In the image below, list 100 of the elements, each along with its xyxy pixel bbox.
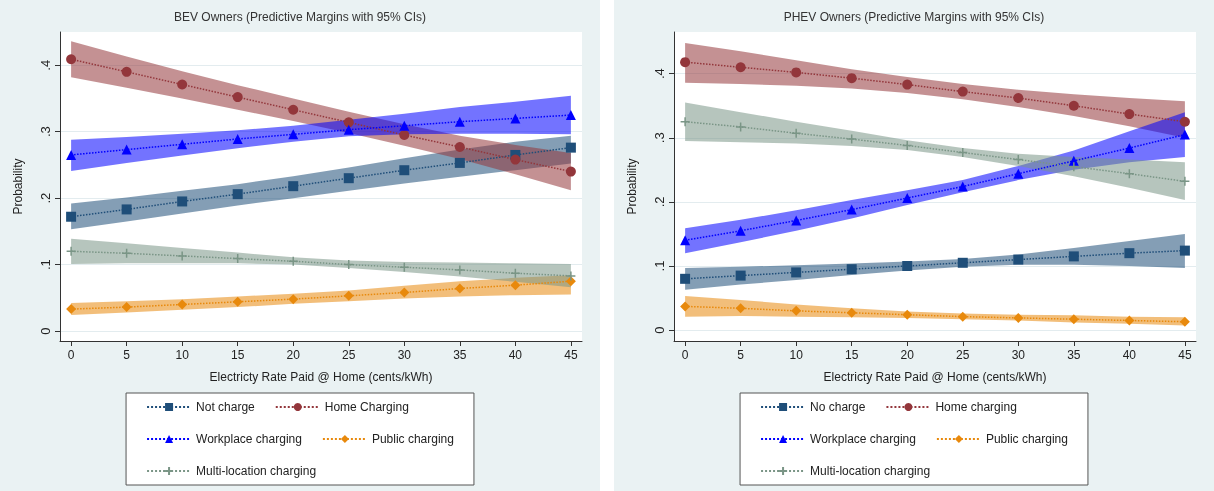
point <box>288 104 299 115</box>
point <box>901 140 913 151</box>
legend-label: Public charging <box>371 432 454 446</box>
legend-label: Multi-location charging <box>196 464 317 478</box>
x-tick-label: 15 <box>845 348 859 362</box>
point <box>232 189 243 200</box>
point <box>1068 100 1079 111</box>
legend-label: Public charging <box>985 432 1068 446</box>
legend-label: Multi-location charging <box>810 464 931 478</box>
point <box>565 142 576 153</box>
y-axis-title: Probability <box>625 158 639 215</box>
point <box>1179 116 1190 127</box>
x-tick-label: 45 <box>564 348 578 362</box>
point <box>399 261 410 273</box>
y-tick-label: .4 <box>652 68 667 80</box>
chart-title: BEV Owners (Predictive Margins with 95% CIs) <box>173 10 427 24</box>
y-tick-label: .1 <box>38 259 53 270</box>
x-tick-label: 25 <box>956 348 970 362</box>
point <box>846 204 857 215</box>
point <box>177 139 188 150</box>
point <box>510 113 521 124</box>
point <box>957 147 969 158</box>
legend-label: Home charging <box>935 400 1017 414</box>
point <box>454 264 466 276</box>
point <box>791 215 802 226</box>
point <box>565 270 577 282</box>
y-tick-label: .4 <box>38 59 53 71</box>
point <box>735 303 746 314</box>
point <box>846 73 857 84</box>
point <box>121 204 132 215</box>
chart-title: PHEV Owners (Predictive Margins with 95% CIs) <box>783 10 1045 24</box>
legend-label: Workplace charging <box>196 432 302 446</box>
point <box>121 144 132 155</box>
point <box>1179 176 1191 187</box>
point <box>1179 245 1190 256</box>
point <box>791 67 802 78</box>
point <box>735 62 746 73</box>
y-tick-label: .1 <box>652 260 667 272</box>
point <box>1068 314 1079 325</box>
legend-label: Home Charging <box>324 400 409 414</box>
legend-label: Workplace charging <box>810 432 916 446</box>
x-tick-label: 35 <box>1067 348 1081 362</box>
x-tick-label: 40 <box>1122 348 1137 362</box>
y-axis-title: Probability <box>11 158 25 215</box>
point <box>288 294 299 305</box>
x-axis-title: Electricty Rate Paid @ Home (cents/kWh) <box>823 370 1047 384</box>
legend-label: Not charge <box>196 400 256 414</box>
point <box>846 307 857 318</box>
point <box>1068 251 1079 262</box>
point <box>343 173 354 184</box>
point <box>510 267 521 279</box>
x-tick-label: 25 <box>342 348 356 362</box>
point <box>399 287 410 298</box>
point <box>1124 315 1135 326</box>
point <box>735 270 746 281</box>
x-tick-label: 20 <box>286 348 301 362</box>
point <box>1068 161 1080 172</box>
point <box>66 211 77 222</box>
point <box>790 128 802 139</box>
point <box>680 235 691 246</box>
x-tick-label: 10 <box>175 348 190 362</box>
y-tick-label: .2 <box>38 192 53 204</box>
point <box>232 133 243 144</box>
x-tick-label: 0 <box>681 348 689 362</box>
point <box>846 133 857 145</box>
point <box>66 304 77 315</box>
point <box>177 299 188 310</box>
y-tick-label: 0 <box>38 327 53 335</box>
point <box>399 130 410 140</box>
x-tick-label: 15 <box>231 348 245 362</box>
point <box>399 165 410 176</box>
x-tick-label: 20 <box>900 348 915 362</box>
x-tick-label: 5 <box>737 348 745 362</box>
y-tick-label: .3 <box>652 132 667 144</box>
point <box>680 273 691 284</box>
point <box>735 225 746 236</box>
point <box>902 79 913 90</box>
x-tick-label: 30 <box>397 348 412 362</box>
point <box>957 86 968 97</box>
point <box>791 267 802 278</box>
point <box>565 166 576 177</box>
point <box>177 79 188 90</box>
point <box>66 54 77 65</box>
legend-label: No charge <box>810 400 866 414</box>
x-tick-label: 10 <box>789 348 804 362</box>
point <box>791 305 802 316</box>
point <box>1124 109 1135 120</box>
point <box>121 66 132 77</box>
x-tick-label: 35 <box>453 348 467 362</box>
point <box>1124 248 1135 259</box>
point <box>177 196 188 207</box>
point <box>680 301 691 312</box>
point <box>65 246 77 257</box>
point <box>1179 129 1190 140</box>
point <box>1124 143 1135 154</box>
point <box>288 181 299 192</box>
point <box>454 157 465 168</box>
point <box>66 149 77 160</box>
point <box>1013 93 1024 104</box>
y-tick-label: .3 <box>38 126 53 138</box>
